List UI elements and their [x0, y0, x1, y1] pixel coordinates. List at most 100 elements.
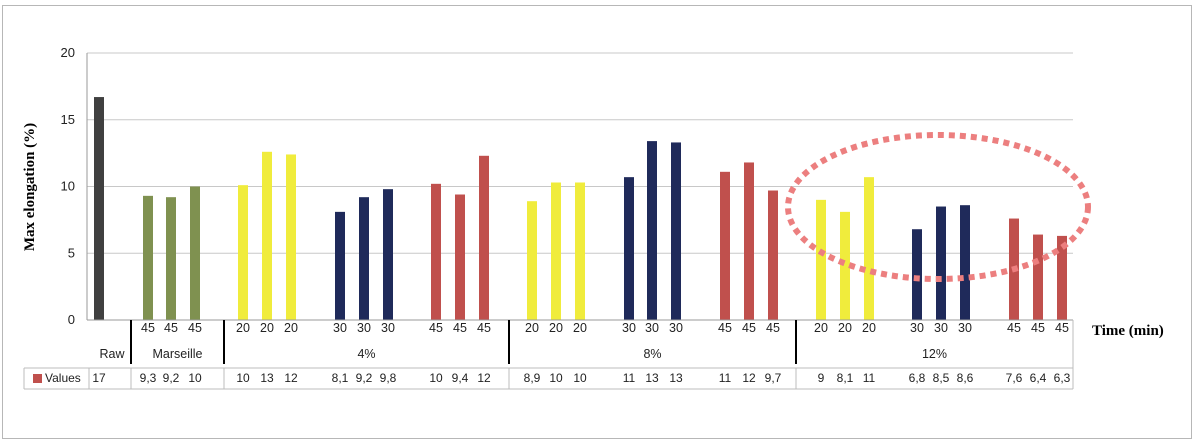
bar [936, 206, 946, 320]
time-label: 20 [284, 321, 298, 335]
bar [94, 97, 104, 321]
bar [671, 142, 681, 320]
bar [479, 155, 489, 320]
bar [166, 197, 176, 320]
bar [431, 183, 441, 320]
bar [335, 211, 345, 320]
value-cell: 9,4 [452, 371, 469, 385]
time-label: 45 [718, 321, 732, 335]
bar [1033, 234, 1043, 320]
time-label: 20 [549, 321, 563, 335]
time-label: 30 [333, 321, 347, 335]
y-axis-label: Max elongation (%) [22, 123, 38, 251]
data-table: 17 9,3 9,2 10 10 13 12 8,1 9,2 9,8 10 9,4 12 8,9 10 10 1… [23, 320, 1074, 390]
value-cell: 8,9 [524, 371, 541, 385]
value-cell: 11 [719, 371, 732, 385]
bar [262, 151, 272, 320]
value-cell: 10 [236, 371, 250, 385]
y-tick-label: 0 [68, 312, 75, 327]
value-cell: 12 [477, 371, 491, 385]
group-label: 8% [643, 347, 661, 361]
value-cell: 11 [623, 371, 636, 385]
value-cell: 13 [260, 371, 274, 385]
time-label: 20 [838, 321, 852, 335]
time-label: 45 [742, 321, 756, 335]
time-label: 20 [260, 321, 274, 335]
value-cell: 9,2 [356, 371, 373, 385]
value-cell: 8,1 [837, 371, 854, 385]
bar [551, 182, 561, 320]
time-label: 30 [669, 321, 683, 335]
bar [816, 199, 826, 320]
group-label: Marseille [152, 347, 202, 361]
value-cell: 17 [92, 371, 106, 385]
time-label: 45 [188, 321, 202, 335]
time-label: 45 [141, 321, 155, 335]
bar [359, 197, 369, 320]
bar [912, 229, 922, 320]
value-cell: 6,3 [1054, 371, 1071, 385]
bar [864, 177, 874, 320]
category-labels: Raw 45 45 45 Marseille 20 20 20 30 30 30 45 45 45 4% 20… [99, 321, 1069, 361]
bar [238, 185, 248, 320]
time-label: 45 [1031, 321, 1045, 335]
bar [647, 141, 657, 320]
value-cell: 12 [284, 371, 298, 385]
value-cell: 10 [573, 371, 587, 385]
value-cell: 9 [818, 371, 825, 385]
value-cell: 12 [742, 371, 756, 385]
value-cell: 9,7 [765, 371, 782, 385]
time-label: 20 [573, 321, 587, 335]
bar [840, 211, 850, 320]
time-label: 20 [814, 321, 828, 335]
bars [94, 97, 1067, 321]
legend-swatch [33, 374, 42, 383]
time-label: 30 [934, 321, 948, 335]
y-tick-label: 10 [61, 179, 75, 194]
bar [768, 190, 778, 320]
time-label: 45 [1055, 321, 1069, 335]
time-label: 30 [381, 321, 395, 335]
time-label: 45 [1007, 321, 1021, 335]
bar [1057, 235, 1067, 320]
time-label: 30 [910, 321, 924, 335]
time-label: 45 [164, 321, 178, 335]
bar [286, 154, 296, 320]
value-cell: 13 [669, 371, 683, 385]
value-cell: 8,1 [332, 371, 349, 385]
value-cell: 8,5 [933, 371, 950, 385]
legend-label: Values [45, 371, 81, 385]
bar [624, 177, 634, 320]
chart-frame [2, 5, 1192, 439]
bar [720, 171, 730, 320]
x-axis-unit: Time (min) [1092, 323, 1164, 339]
value-cell: 9,8 [380, 371, 397, 385]
value-cell: 6,8 [909, 371, 926, 385]
time-label: 20 [236, 321, 250, 335]
value-cell: 11 [863, 371, 876, 385]
time-label: 45 [453, 321, 467, 335]
value-cell: 6,4 [1030, 371, 1047, 385]
time-label: 30 [622, 321, 636, 335]
bar [383, 189, 393, 320]
axes: 0 5 10 15 20 [61, 45, 1073, 364]
value-cell: 10 [429, 371, 443, 385]
bar [143, 195, 153, 320]
highlight-ellipse [785, 132, 1091, 282]
time-label: 30 [357, 321, 371, 335]
bar [744, 162, 754, 320]
time-label: 20 [525, 321, 539, 335]
y-tick-label: 5 [68, 245, 75, 260]
bar [527, 201, 537, 320]
time-label: 20 [862, 321, 876, 335]
value-cell: 9,2 [163, 371, 180, 385]
value-cell: 13 [645, 371, 659, 385]
group-label: 12% [922, 347, 947, 361]
value-cell: 8,6 [957, 371, 974, 385]
bar [960, 205, 970, 320]
bar [190, 186, 200, 320]
time-label: 30 [958, 321, 972, 335]
value-cell: 9,3 [140, 371, 157, 385]
group-label: Raw [99, 347, 125, 361]
